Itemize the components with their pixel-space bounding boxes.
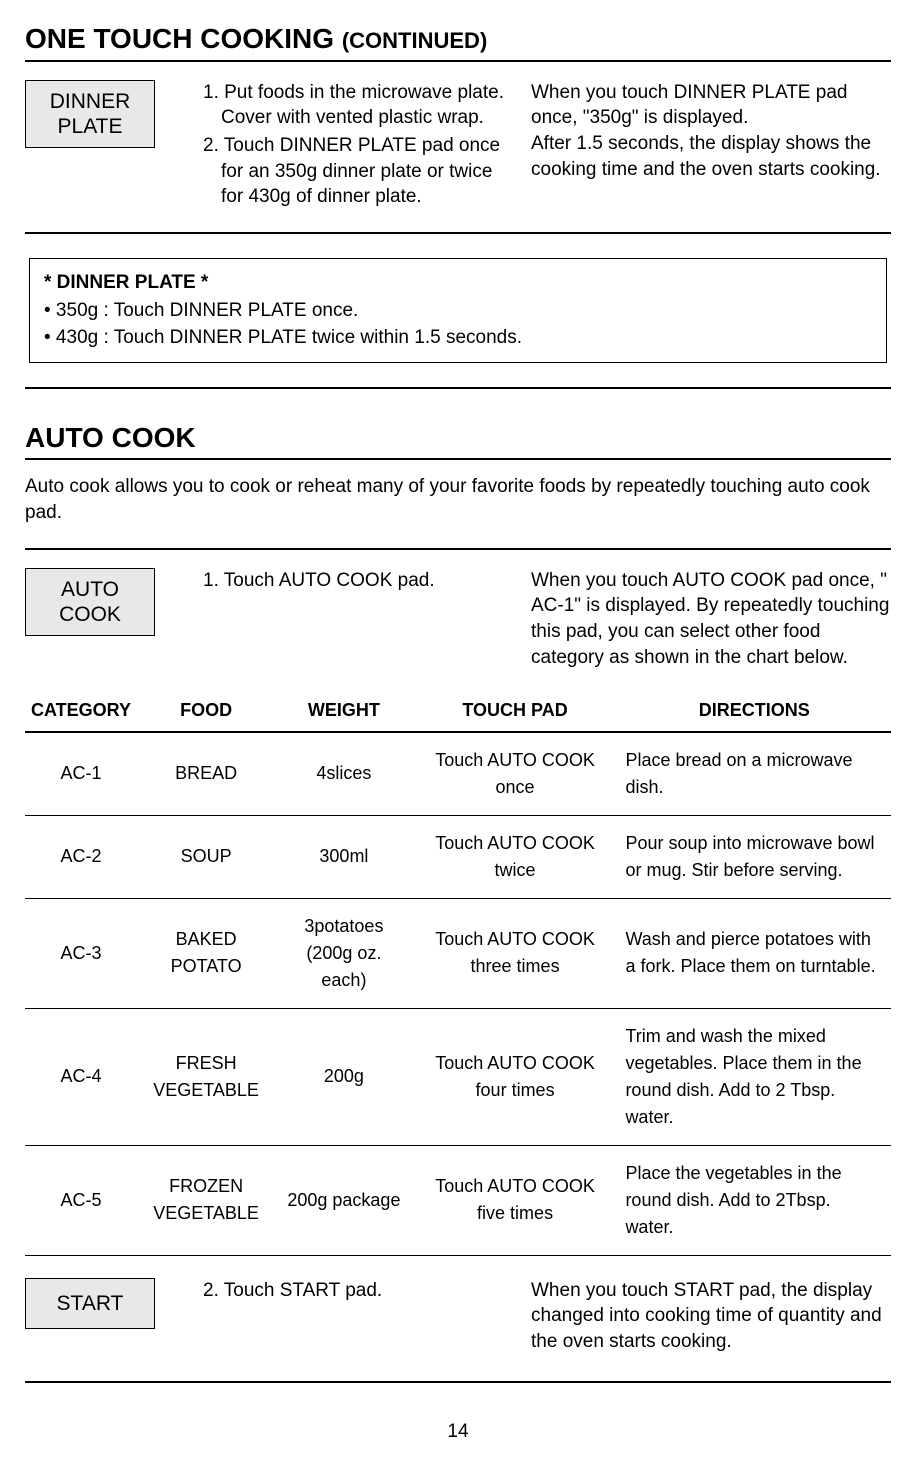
page-number: 14 (25, 1419, 891, 1445)
auto-cook-intro: Auto cook allows you to cook or reheat m… (25, 474, 891, 525)
cell-food: FRESH VEGETABLE (137, 1008, 275, 1145)
table-row: AC-5 FROZEN VEGETABLE 200g package Touch… (25, 1145, 891, 1255)
cell-directions: Wash and pierce potatoes with a fork. Pl… (617, 898, 891, 1008)
divider (25, 548, 891, 550)
cell-directions: Pour soup into microwave bowl or mug. St… (617, 815, 891, 898)
th-directions: DIRECTIONS (617, 690, 891, 731)
step-text: 1. Touch AUTO COOK pad. (203, 568, 513, 594)
note-line: • 430g : Touch DINNER PLATE twice within… (44, 324, 872, 352)
step-text: 2. Touch DINNER PLATE pad once for an 35… (203, 133, 513, 210)
auto-cook-heading: AUTO COOK (25, 419, 891, 461)
auto-cook-table: CATEGORY FOOD WEIGHT TOUCH PAD DIRECTION… (25, 690, 891, 1255)
cell-weight: 200g package (275, 1145, 413, 1255)
desc-text: After 1.5 seconds, the display shows the… (531, 131, 891, 182)
cell-weight: 4slices (275, 732, 413, 816)
table-header-row: CATEGORY FOOD WEIGHT TOUCH PAD DIRECTION… (25, 690, 891, 731)
auto-cook-section: AUTO COOK 1. Touch AUTO COOK pad. When y… (25, 568, 891, 671)
note-line: • 350g : Touch DINNER PLATE once. (44, 297, 872, 325)
th-weight: WEIGHT (275, 690, 413, 731)
cell-category: AC-2 (25, 815, 137, 898)
note-title: * DINNER PLATE * (44, 269, 872, 297)
cell-touch: Touch AUTO COOK three times (413, 898, 618, 1008)
cell-directions: Place the vegetables in the round dish. … (617, 1145, 891, 1255)
cell-food: FROZEN VEGETABLE (137, 1145, 275, 1255)
cell-weight: 200g (275, 1008, 413, 1145)
table-row: AC-2 SOUP 300ml Touch AUTO COOK twice Po… (25, 815, 891, 898)
page-title: ONE TOUCH COOKING (CONTINUED) (25, 20, 891, 62)
auto-cook-button-wrap: AUTO COOK (25, 568, 185, 636)
cell-directions: Place bread on a microwave dish. (617, 732, 891, 816)
cell-touch: Touch AUTO COOK four times (413, 1008, 618, 1145)
dinner-plate-desc: When you touch DINNER PLATE pad once, "3… (531, 80, 891, 183)
dinner-plate-button-wrap: DINNER PLATE (25, 80, 185, 148)
auto-cook-step: 1. Touch AUTO COOK pad. (203, 568, 513, 594)
dinner-plate-section: DINNER PLATE 1. Put foods in the microwa… (25, 80, 891, 212)
cell-food: SOUP (137, 815, 275, 898)
th-food: FOOD (137, 690, 275, 731)
pad-label-line2: PLATE (58, 115, 123, 138)
cell-food: BAKED POTATO (137, 898, 275, 1008)
cell-weight: 300ml (275, 815, 413, 898)
cell-weight: 3potatoes (200g oz. each) (275, 898, 413, 1008)
table-row: AC-4 FRESH VEGETABLE 200g Touch AUTO COO… (25, 1008, 891, 1145)
pad-label-line1: AUTO (61, 578, 119, 601)
divider (25, 1381, 891, 1383)
start-desc: When you touch START pad, the display ch… (531, 1278, 891, 1355)
desc-text: When you touch AUTO COOK pad once, " AC-… (531, 568, 891, 671)
step-text: 1. Put foods in the microwave plate. Cov… (203, 80, 513, 131)
cell-category: AC-5 (25, 1145, 137, 1255)
dinner-plate-pad: DINNER PLATE (25, 80, 155, 148)
divider (25, 232, 891, 234)
start-button-wrap: START (25, 1278, 185, 1329)
dinner-plate-note: * DINNER PLATE * • 350g : Touch DINNER P… (29, 258, 887, 363)
pad-label: START (57, 1292, 124, 1315)
cell-category: AC-1 (25, 732, 137, 816)
cell-touch: Touch AUTO COOK once (413, 732, 618, 816)
pad-label-line1: DINNER (50, 90, 131, 113)
heading-sub: (CONTINUED) (342, 28, 487, 53)
start-section: START 2. Touch START pad. When you touch… (25, 1278, 891, 1355)
table-row: AC-1 BREAD 4slices Touch AUTO COOK once … (25, 732, 891, 816)
cell-category: AC-4 (25, 1008, 137, 1145)
auto-cook-desc: When you touch AUTO COOK pad once, " AC-… (531, 568, 891, 671)
start-step: 2. Touch START pad. (203, 1278, 513, 1304)
cell-touch: Touch AUTO COOK five times (413, 1145, 618, 1255)
start-pad: START (25, 1278, 155, 1329)
desc-text: When you touch DINNER PLATE pad once, "3… (531, 80, 891, 131)
desc-text: When you touch START pad, the display ch… (531, 1278, 891, 1355)
pad-label-line2: COOK (59, 603, 121, 626)
th-touch-pad: TOUCH PAD (413, 690, 618, 731)
th-category: CATEGORY (25, 690, 137, 731)
cell-touch: Touch AUTO COOK twice (413, 815, 618, 898)
table-row: AC-3 BAKED POTATO 3potatoes (200g oz. ea… (25, 898, 891, 1008)
cell-category: AC-3 (25, 898, 137, 1008)
cell-directions: Trim and wash the mixed vegetables. Plac… (617, 1008, 891, 1145)
heading-main: ONE TOUCH COOKING (25, 23, 334, 54)
dinner-plate-steps: 1. Put foods in the microwave plate. Cov… (203, 80, 513, 212)
step-text: 2. Touch START pad. (203, 1278, 513, 1304)
auto-cook-pad: AUTO COOK (25, 568, 155, 636)
divider (25, 387, 891, 389)
cell-food: BREAD (137, 732, 275, 816)
